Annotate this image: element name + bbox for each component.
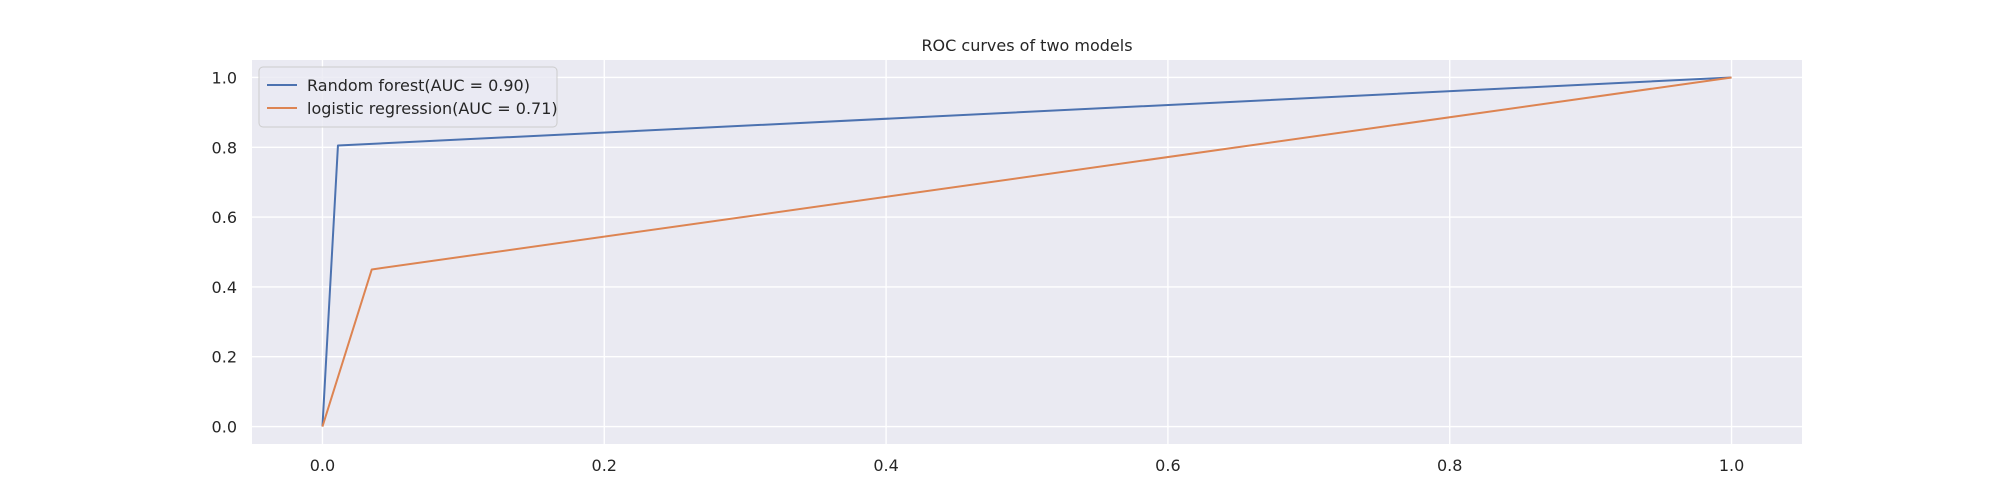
y-tick-label: 1.0 xyxy=(212,68,237,87)
y-tick-label: 0.2 xyxy=(212,348,237,367)
x-tick-label: 0.6 xyxy=(1155,456,1180,475)
legend-label: Random forest(AUC = 0.90) xyxy=(307,76,530,95)
series-line xyxy=(321,76,1732,427)
y-tick-label: 0.0 xyxy=(212,418,237,437)
x-tick-label: 0.8 xyxy=(1437,456,1462,475)
grid xyxy=(252,60,1802,444)
x-tick-label: 0.0 xyxy=(310,456,335,475)
y-axis-ticks: 0.0 0.2 0.4 0.6 0.8 1.0 xyxy=(212,68,237,436)
legend-box xyxy=(258,66,558,128)
y-tick-label: 0.6 xyxy=(212,208,237,227)
chart-title: ROC curves of two models xyxy=(921,36,1132,55)
x-tick-label: 0.4 xyxy=(873,456,898,475)
y-tick-label: 0.8 xyxy=(212,138,237,157)
series-line xyxy=(321,76,1732,427)
series-lines xyxy=(321,76,1732,427)
x-tick-label: 0.2 xyxy=(592,456,617,475)
y-tick-label: 0.4 xyxy=(212,278,237,297)
legend: Random forest(AUC = 0.90) logistic regres… xyxy=(258,66,558,128)
x-axis-ticks: 0.0 0.2 0.4 0.6 0.8 1.0 xyxy=(310,456,1745,475)
legend-label: logistic regression(AUC = 0.71) xyxy=(307,99,558,118)
x-tick-label: 1.0 xyxy=(1719,456,1744,475)
